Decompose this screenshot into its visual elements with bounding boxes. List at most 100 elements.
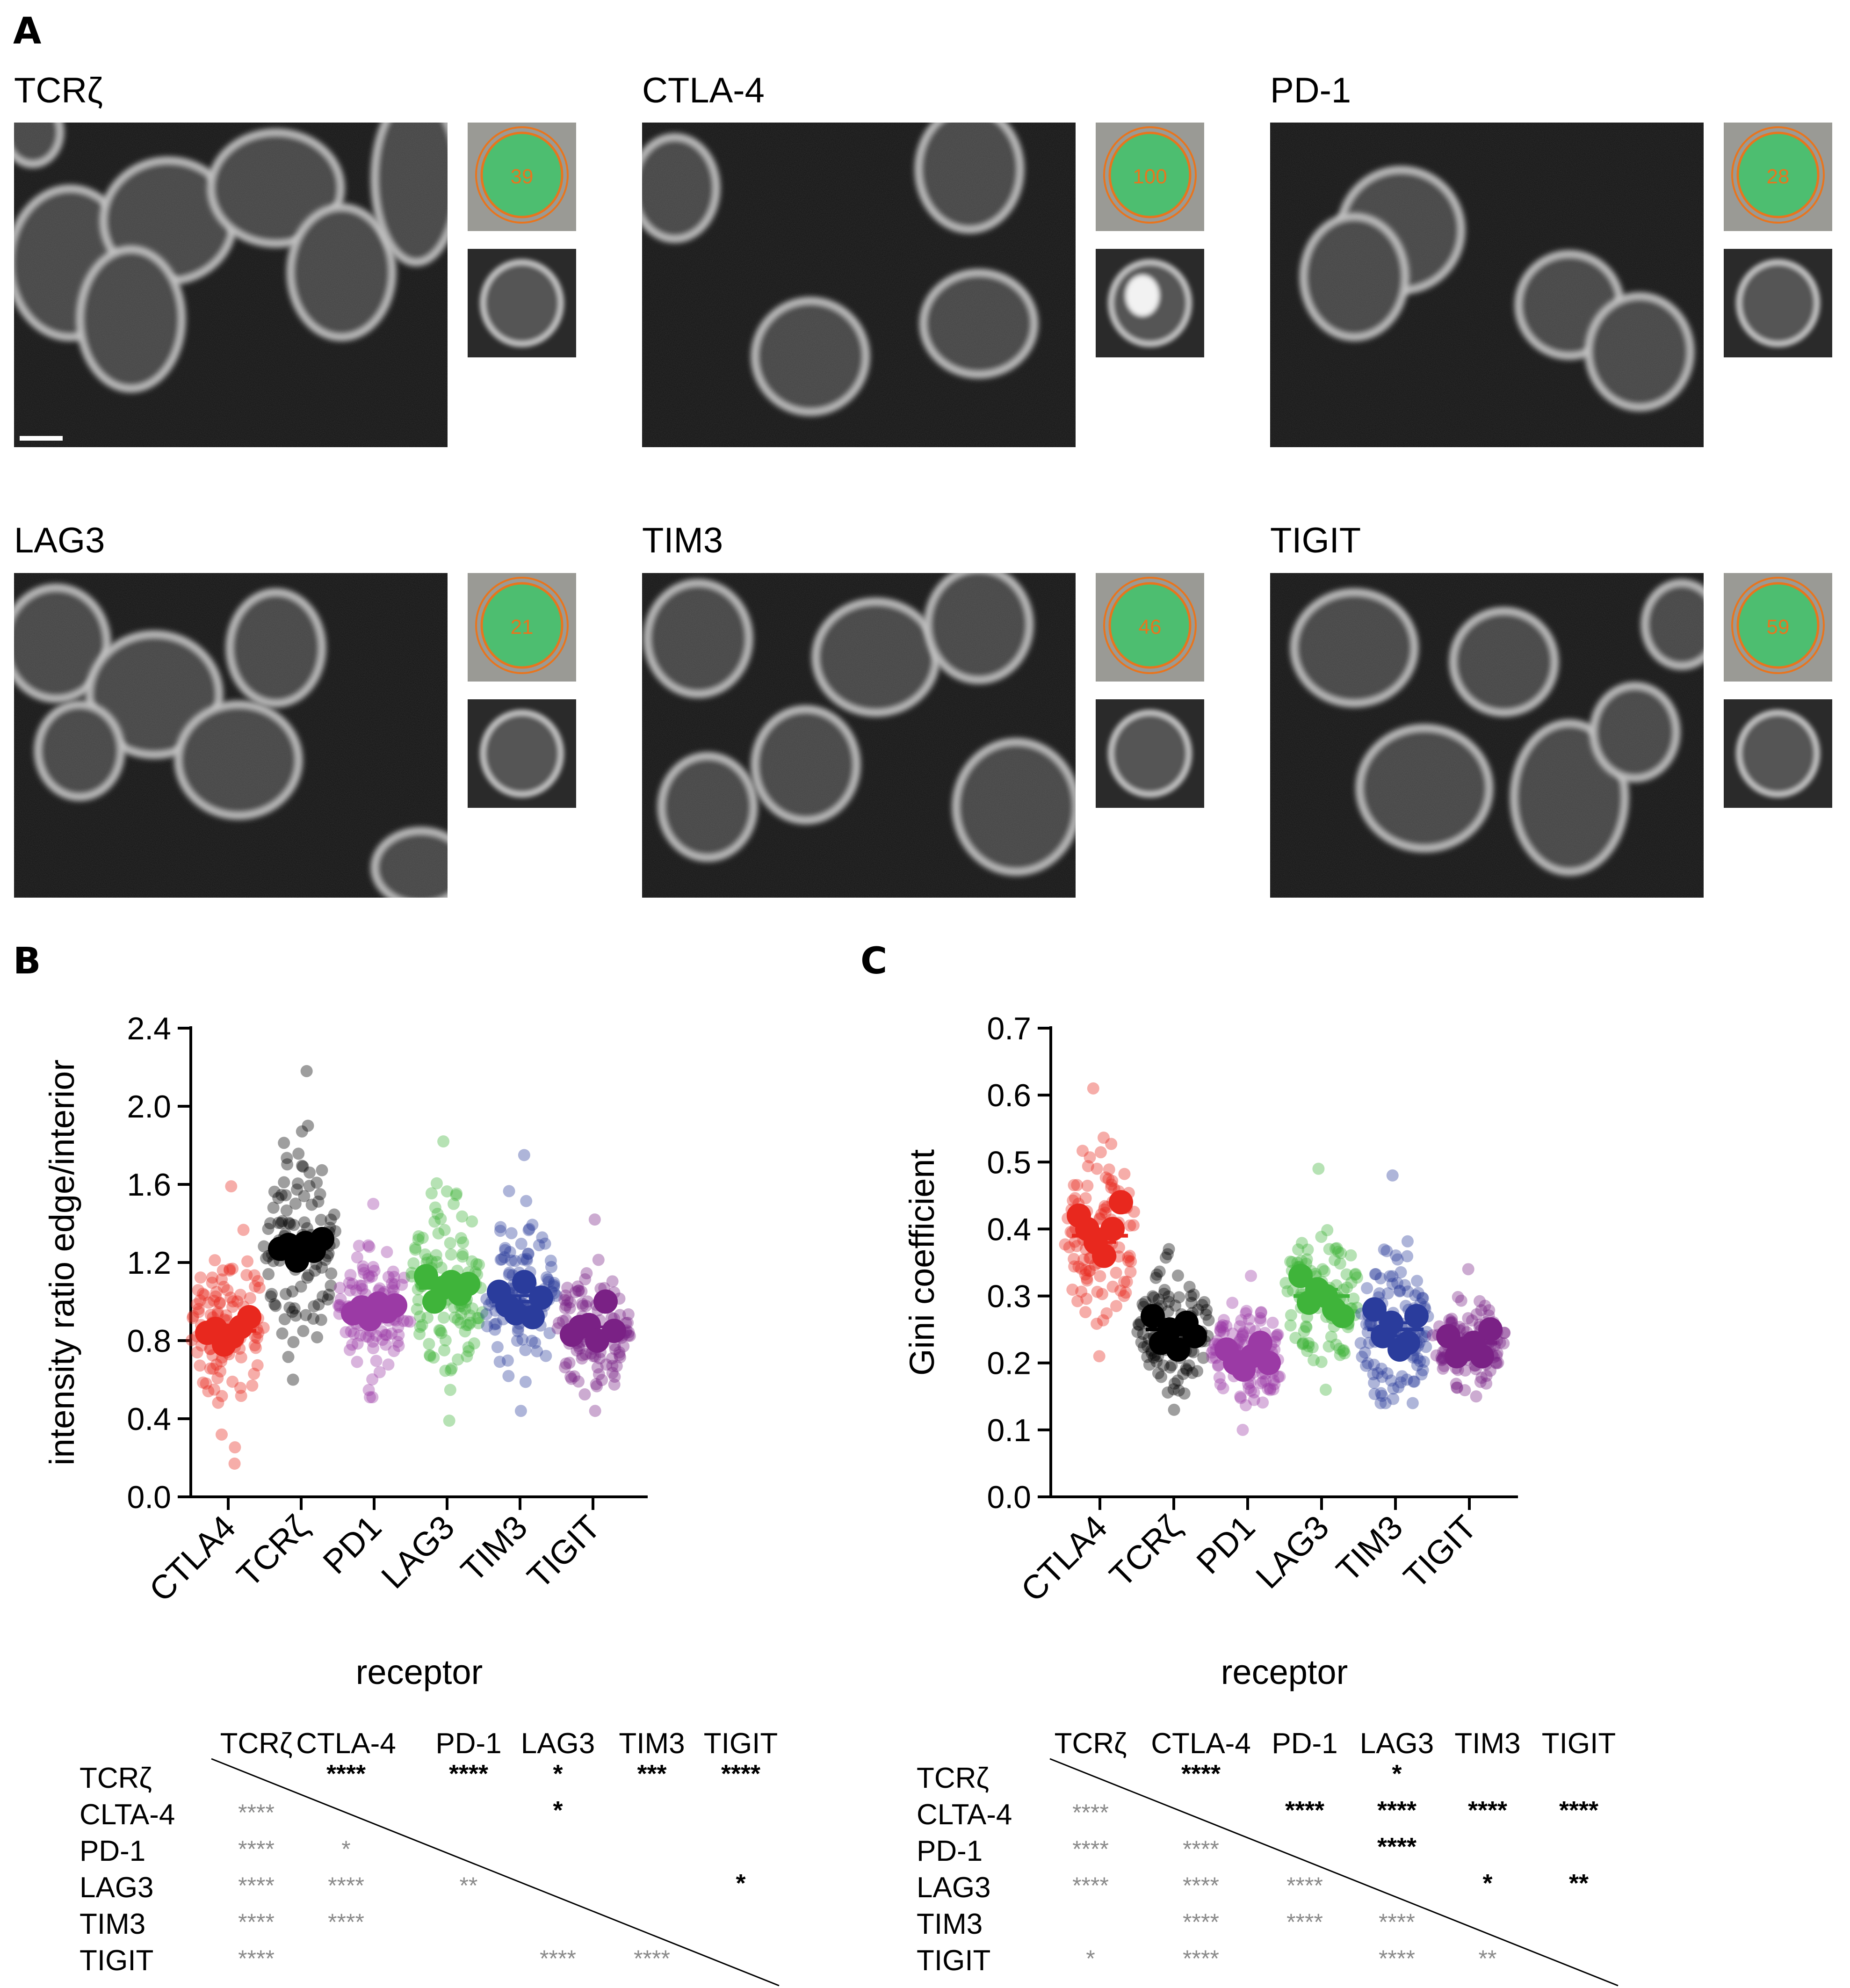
cell-point [1243,1382,1255,1394]
cell-point [1110,1266,1122,1279]
table-col-header: TCRζ [1055,1727,1127,1760]
cell-point [448,1311,461,1324]
cell-point [462,1319,475,1331]
cell-point [1141,1350,1154,1363]
cell-point [1200,1304,1213,1316]
cell-point [350,1284,362,1297]
significance-upper: **** [1559,1796,1598,1824]
cell-point [1120,1286,1132,1299]
replicate-mean-point [1362,1297,1387,1322]
cell-point [1214,1324,1227,1336]
table-diagonal [1049,1758,1619,1987]
cell-point [1401,1250,1414,1262]
cell-point [1455,1294,1467,1307]
cell-point [376,1334,389,1346]
cell-point [413,1328,426,1340]
roi-overlay-thumbnail-2: 28 [1724,123,1832,231]
cell-point [362,1384,375,1396]
cell-point [516,1333,529,1346]
cell-point [1158,1287,1171,1300]
panel-letter-c: C [860,940,888,982]
cell-point [1099,1206,1112,1219]
cell-point [1391,1253,1404,1266]
cell-point [540,1271,553,1284]
cell-point [610,1360,623,1372]
cell-point [1235,1392,1247,1404]
cell-point [1435,1351,1448,1364]
cell-point [1164,1361,1177,1374]
cell-point [1236,1329,1249,1342]
cell-point [381,1246,393,1258]
cell-point [248,1269,261,1282]
cell-point [1296,1337,1309,1350]
cell-point [323,1288,335,1301]
cell-point [272,1217,285,1229]
roi-number-2: 28 [1767,165,1790,188]
cell-point [1367,1368,1380,1380]
cell-point [428,1215,441,1228]
cell-point [1172,1384,1185,1397]
cell-point [1159,1251,1172,1264]
table-col-header: PD-1 [1272,1727,1337,1760]
cell-point [1168,1377,1181,1390]
significance-upper: **** [1468,1796,1507,1824]
cell-point [278,1176,290,1189]
cell-point [456,1248,469,1261]
cell-point [367,1335,379,1348]
cell-point [194,1294,206,1307]
table-col-header: CTLA-4 [296,1727,396,1760]
cell-point [224,1263,236,1276]
cell-point [1257,1375,1269,1388]
cell-point [240,1269,253,1281]
cell-point [560,1299,572,1312]
cell-point [424,1350,436,1363]
cell-point [1149,1271,1162,1284]
roi-overlay-thumbnail-3: 21 [468,573,576,682]
cell-point [438,1344,451,1357]
cell-point [1091,1285,1104,1298]
cell-point [1244,1270,1257,1282]
cell-point [373,1366,386,1379]
cell-point [333,1282,346,1294]
cell-point [1475,1371,1488,1384]
cell-point [435,1327,448,1339]
cell-point [266,1288,278,1300]
cell-point [505,1227,518,1240]
significance-lower: **** [1379,1909,1415,1935]
cell-point [445,1362,458,1375]
cell-point [1300,1321,1313,1334]
cell-point [1206,1351,1219,1364]
cell-point [1075,1285,1088,1298]
cell-point [1395,1376,1407,1389]
cell-point [1152,1367,1164,1379]
cell-point [351,1356,363,1368]
cell-point [1462,1263,1474,1276]
y-tick-label: 0.7 [987,1011,1031,1046]
cell-point [291,1183,304,1196]
cell-point [1185,1290,1197,1303]
cell-point [1380,1245,1393,1257]
cell-point [1480,1377,1493,1390]
cell-point [367,1197,380,1210]
x-axis-title: receptor [1221,1653,1348,1691]
cell-point [1376,1390,1388,1402]
cell-point [210,1358,223,1371]
cell-point [224,1291,237,1304]
cell-point [1254,1312,1267,1325]
cell-point [1480,1370,1493,1382]
cell-point [560,1357,572,1370]
cell-point [396,1278,408,1291]
cell-point [1491,1347,1503,1359]
significance-lower: * [1086,1945,1095,1972]
cell-point [366,1391,379,1404]
cell-point [1374,1272,1387,1284]
cell-point [321,1293,334,1306]
cell-point [1095,1208,1108,1220]
micrograph-image-4 [642,573,1076,898]
cell-point [1153,1265,1166,1278]
replicate-mean-point [593,1289,618,1314]
replicate-mean-point [237,1305,261,1329]
cell-point [450,1189,462,1201]
cell-point [1335,1247,1347,1260]
cell-point [1451,1381,1463,1394]
